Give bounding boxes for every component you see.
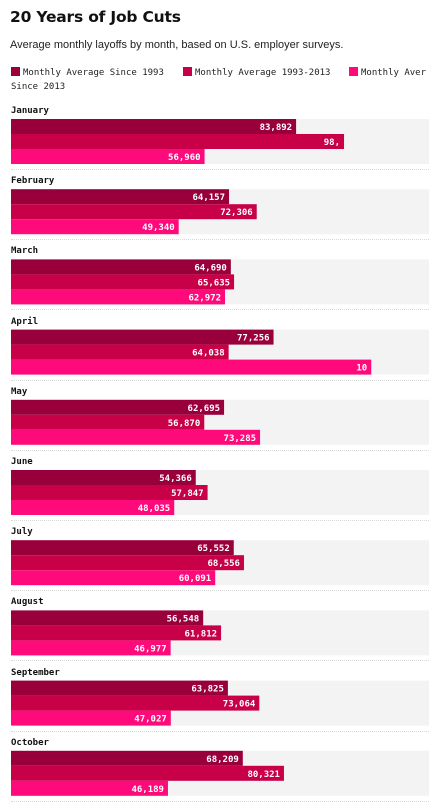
- bar-march-series-1: [11, 259, 231, 275]
- bar-may-series-1: [11, 399, 225, 415]
- value-label-february-series-1: 64,157: [193, 193, 226, 203]
- value-label-march-series-3: 62,972: [188, 293, 221, 303]
- group-divider-april: [11, 379, 429, 381]
- category-label-march: March: [11, 246, 39, 257]
- value-label-july-series-2: 68,556: [207, 559, 240, 569]
- value-label-march-series-2: 65,635: [198, 278, 231, 288]
- bar-september-series-1: [11, 680, 228, 696]
- value-label-may-series-1: 62,695: [188, 404, 221, 414]
- group-divider-august: [11, 660, 429, 662]
- legend-swatch-since-1993: [11, 67, 20, 76]
- value-label-october-series-1: 68,209: [206, 755, 239, 765]
- category-label-may: May: [11, 386, 28, 397]
- group-divider-january: [11, 169, 429, 170]
- bar-march-series-2: [11, 274, 235, 290]
- bar-september-series-2: [11, 695, 260, 711]
- legend-swatch-1993-2013: [183, 67, 192, 76]
- group-divider-october: [11, 800, 429, 802]
- value-label-april-series-2: 64,038: [192, 349, 225, 359]
- bar-july-series-2: [11, 555, 244, 571]
- category-label-june: June: [11, 457, 33, 467]
- value-label-october-series-3: 46,189: [131, 785, 164, 795]
- bar-february-series-1: [11, 189, 230, 205]
- legend: Monthly Average Since 1993 Monthly Avera…: [11, 67, 429, 97]
- group-divider-february: [11, 239, 429, 241]
- group-divider-june: [11, 520, 429, 521]
- value-label-june-series-1: 54,366: [159, 474, 192, 484]
- bar-march-series-3: [11, 289, 226, 305]
- value-label-august-series-2: 61,812: [185, 629, 218, 639]
- value-label-may-series-2: 56,870: [168, 419, 201, 429]
- value-label-july-series-3: 60,091: [179, 574, 212, 584]
- bar-january-series-3: [11, 149, 205, 164]
- legend-label-since-2013-wrap: Since 2013: [11, 82, 66, 92]
- bar-april-series-2: [11, 344, 229, 360]
- chart-subtitle: Average monthly layoffs by month, based …: [10, 39, 344, 51]
- value-label-september-series-2: 73,064: [223, 700, 256, 710]
- bar-february-series-2: [11, 204, 257, 220]
- bar-october-series-3: [11, 780, 168, 796]
- legend-label-since-2013: Monthly Aver: [361, 68, 427, 78]
- category-label-august: August: [11, 597, 44, 608]
- value-label-september-series-3: 47,027: [134, 715, 167, 725]
- bar-september-series-3: [11, 710, 171, 726]
- legend-item-1993-2013: Monthly Average 1993-2013: [183, 67, 330, 79]
- bar-october-series-1: [11, 750, 243, 766]
- value-label-april-series-3: 10: [356, 364, 367, 374]
- legend-item-since-2013: Monthly Aver: [349, 67, 426, 79]
- legend-label-since-1993: Monthly Average Since 1993: [23, 68, 164, 78]
- category-label-september: September: [11, 667, 60, 678]
- value-label-january-series-2: 98,: [324, 138, 340, 148]
- category-label-october: October: [11, 737, 49, 748]
- legend-label-1993-2013: Monthly Average 1993-2013: [195, 68, 331, 78]
- value-label-february-series-2: 72,306: [220, 208, 253, 218]
- category-label-april: April: [11, 316, 39, 327]
- bar-april-series-3: [11, 359, 372, 375]
- category-label-january: January: [11, 106, 49, 116]
- chart-title: 20 Years of Job Cuts: [10, 8, 181, 26]
- bar-january-series-2: [11, 134, 345, 149]
- value-label-july-series-1: 65,552: [197, 544, 230, 554]
- value-label-june-series-3: 48,035: [138, 504, 171, 514]
- value-label-august-series-1: 56,548: [167, 614, 200, 624]
- bar-august-series-1: [11, 610, 204, 626]
- value-label-september-series-1: 63,825: [191, 685, 224, 695]
- legend-swatch-since-2013: [349, 67, 358, 76]
- bar-july-series-1: [11, 540, 234, 556]
- category-label-july: July: [11, 527, 33, 538]
- category-label-february: February: [11, 176, 55, 187]
- bar-july-series-3: [11, 570, 216, 586]
- bar-october-series-2: [11, 765, 284, 781]
- group-divider-september: [11, 730, 429, 732]
- bar-june-series-2: [11, 485, 208, 500]
- value-label-april-series-1: 77,256: [237, 334, 270, 344]
- bar-april-series-1: [11, 329, 274, 345]
- group-divider-march: [11, 309, 429, 311]
- bar-may-series-2: [11, 414, 205, 430]
- legend-item-since-1993: Monthly Average Since 1993: [11, 67, 164, 79]
- group-divider-july: [11, 590, 429, 592]
- value-label-january-series-1: 83,892: [260, 123, 293, 133]
- bar-june-series-3: [11, 500, 175, 515]
- value-label-august-series-3: 46,977: [134, 644, 167, 654]
- bar-may-series-3: [11, 429, 261, 445]
- value-label-march-series-1: 64,690: [194, 263, 227, 273]
- bar-june-series-1: [11, 470, 196, 485]
- bar-august-series-2: [11, 625, 222, 641]
- value-label-may-series-3: 73,285: [224, 434, 257, 444]
- value-label-january-series-3: 56,960: [168, 153, 201, 163]
- value-label-october-series-2: 80,321: [247, 770, 280, 780]
- bar-january-series-1: [11, 119, 297, 134]
- bar-august-series-3: [11, 640, 171, 656]
- group-divider-may: [11, 449, 429, 451]
- value-label-february-series-3: 49,340: [142, 223, 175, 233]
- bar-february-series-3: [11, 219, 179, 235]
- value-label-june-series-2: 57,847: [171, 489, 204, 499]
